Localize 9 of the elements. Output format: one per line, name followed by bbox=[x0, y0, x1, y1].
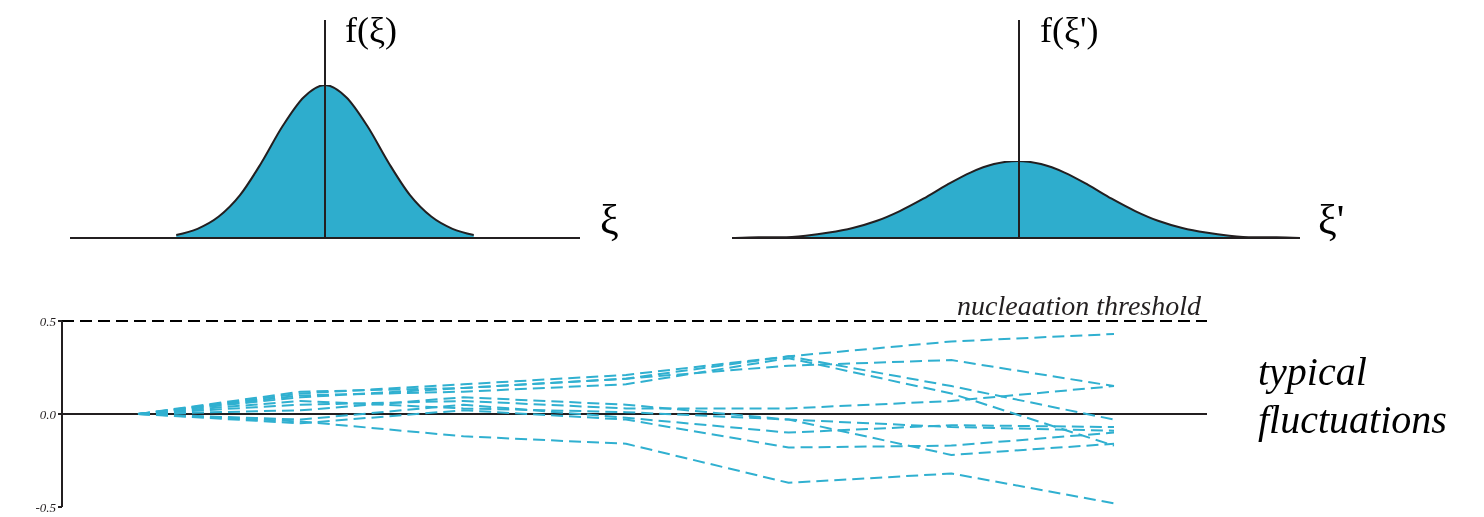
text: typical fluctuations bbox=[1258, 348, 1448, 444]
x-axis-title: ξ bbox=[600, 196, 619, 244]
y-tick-label: 0.0 bbox=[39, 406, 57, 422]
x-axis-title: ξ' bbox=[1318, 196, 1345, 244]
y-axis-title: f(ξ) bbox=[345, 10, 398, 50]
y-tick-label: -0.5 bbox=[35, 499, 57, 515]
y-tick-label: 0.5 bbox=[39, 313, 57, 329]
ref-line-label: nucleaation threshold bbox=[957, 290, 1202, 321]
y-axis-title: f(ξ') bbox=[1040, 10, 1099, 50]
